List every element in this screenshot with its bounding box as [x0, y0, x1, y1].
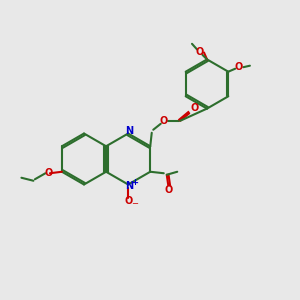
Text: −: − — [131, 200, 138, 208]
Text: N: N — [125, 181, 133, 191]
Text: O: O — [124, 196, 132, 206]
Text: +: + — [131, 178, 138, 187]
Text: O: O — [44, 168, 52, 178]
Text: O: O — [164, 185, 172, 195]
Text: N: N — [125, 125, 133, 136]
Text: O: O — [190, 103, 199, 113]
Text: O: O — [235, 62, 243, 72]
Text: O: O — [160, 116, 168, 126]
Text: O: O — [195, 47, 204, 57]
